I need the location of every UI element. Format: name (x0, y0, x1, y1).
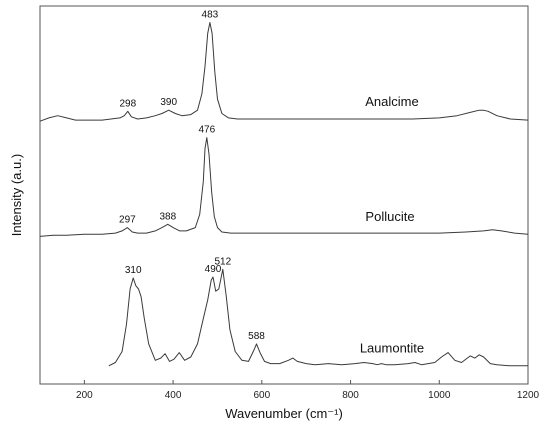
peak-label-laumontite-490: 490 (205, 264, 222, 275)
series-line-analcime (39, 22, 529, 122)
x-axis-title: Wavenumber (cm⁻¹) (225, 406, 343, 421)
peak-label-analcime-483: 483 (202, 10, 219, 21)
x-tick-label-600: 600 (253, 390, 270, 401)
peak-label-analcime-390: 390 (160, 97, 177, 108)
series-layer (39, 22, 529, 367)
x-tick-label-400: 400 (165, 390, 182, 401)
series-line-pollucite (39, 137, 529, 237)
x-tick-label-1000: 1000 (428, 390, 451, 401)
peak-label-pollucite-297: 297 (119, 215, 136, 226)
peak-label-laumontite-512: 512 (214, 256, 231, 267)
peak-label-laumontite-588: 588 (248, 331, 265, 342)
plot-frame (39, 5, 529, 385)
series-name-pollucite: Pollucite (365, 209, 414, 224)
x-axis: 200 400 600 800 1000 1200 (76, 380, 540, 401)
peak-label-pollucite-476: 476 (198, 125, 215, 136)
series-line-laumontite (108, 268, 528, 367)
series-name-analcime: Analcime (365, 94, 418, 109)
series-name-laumontite: Laumontite (360, 341, 424, 356)
peak-label-analcime-298: 298 (119, 98, 136, 109)
peak-label-laumontite-310: 310 (125, 265, 142, 276)
x-tick-label-200: 200 (76, 390, 93, 401)
x-tick-label-800: 800 (342, 390, 359, 401)
peak-label-pollucite-388: 388 (159, 211, 176, 222)
x-tick-label-1200: 1200 (517, 390, 540, 401)
y-axis-title: Intensity (a.u.) (9, 154, 24, 236)
series-name-layer: Analcime Pollucite Laumontite (360, 94, 424, 356)
